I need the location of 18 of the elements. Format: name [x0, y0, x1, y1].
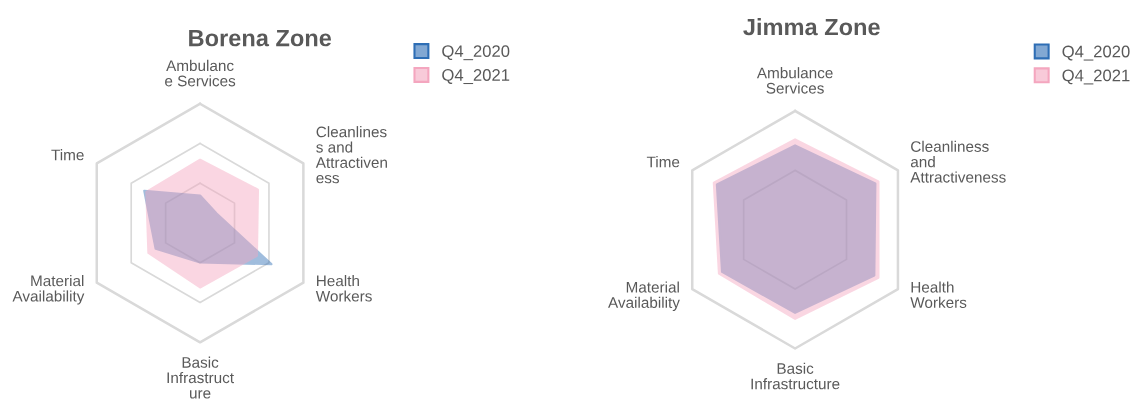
spoke-label: Health Workers: [315, 275, 372, 302]
spoke-label: Basic Infrastruct ure: [167, 356, 234, 399]
legend-label: Q4_2021: [442, 69, 510, 85]
spoke-label: Time: [646, 156, 680, 168]
spoke-label: Basic Infrastructure: [751, 362, 840, 390]
spoke-label: Material Availability: [12, 275, 85, 305]
chart-title: Jimma Zone: [743, 18, 880, 36]
spoke-label: Cleanlines s and Attractiven ess: [315, 126, 387, 184]
spoke-label: Cleanliness and Attractiveness: [910, 140, 1006, 183]
legend-label: Q4_2020: [1062, 45, 1130, 61]
legend-label: Q4_2020: [442, 45, 510, 61]
spoke-label: Health Workers: [910, 281, 967, 308]
spoke-label: Ambulance Services: [756, 67, 833, 94]
legend-label: Q4_2021: [1062, 69, 1130, 85]
spoke-label: Ambulanc e Services: [165, 59, 236, 87]
spoke-label: Time: [51, 149, 84, 161]
chart-title: Borena Zone: [189, 29, 332, 47]
spoke-label: Material Availability: [608, 281, 680, 312]
